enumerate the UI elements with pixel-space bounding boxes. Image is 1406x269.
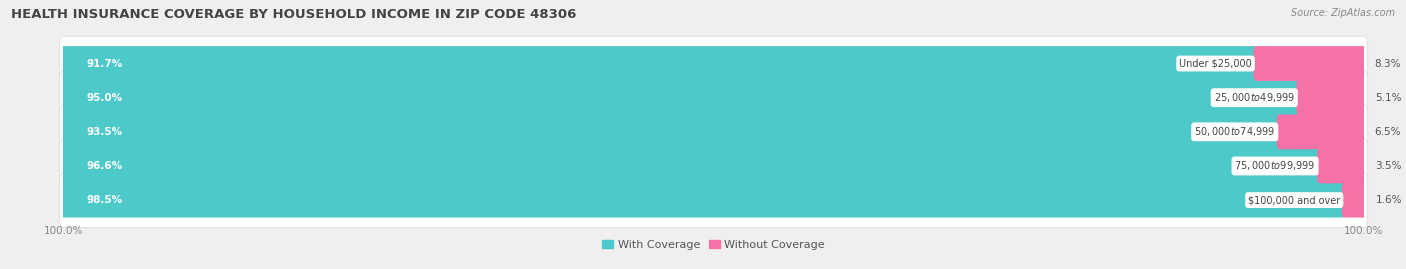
FancyBboxPatch shape xyxy=(60,80,1302,115)
Text: Under $25,000: Under $25,000 xyxy=(1180,59,1251,69)
Text: 3.5%: 3.5% xyxy=(1375,161,1402,171)
FancyBboxPatch shape xyxy=(59,70,1368,125)
FancyBboxPatch shape xyxy=(59,36,1368,91)
Text: 5.1%: 5.1% xyxy=(1375,93,1402,103)
FancyBboxPatch shape xyxy=(59,139,1368,193)
Text: 96.6%: 96.6% xyxy=(87,161,122,171)
FancyBboxPatch shape xyxy=(1296,80,1368,115)
Text: 95.0%: 95.0% xyxy=(87,93,122,103)
Text: 91.7%: 91.7% xyxy=(87,59,122,69)
FancyBboxPatch shape xyxy=(59,173,1368,227)
FancyBboxPatch shape xyxy=(1317,148,1368,183)
FancyBboxPatch shape xyxy=(1277,114,1367,149)
Text: HEALTH INSURANCE COVERAGE BY HOUSEHOLD INCOME IN ZIP CODE 48306: HEALTH INSURANCE COVERAGE BY HOUSEHOLD I… xyxy=(11,8,576,21)
Text: $50,000 to $74,999: $50,000 to $74,999 xyxy=(1194,125,1275,138)
Text: Source: ZipAtlas.com: Source: ZipAtlas.com xyxy=(1291,8,1395,18)
Text: 98.5%: 98.5% xyxy=(87,195,122,205)
Text: $25,000 to $49,999: $25,000 to $49,999 xyxy=(1213,91,1295,104)
FancyBboxPatch shape xyxy=(1253,46,1367,81)
Text: 8.3%: 8.3% xyxy=(1374,59,1400,69)
FancyBboxPatch shape xyxy=(60,183,1347,218)
Text: 6.5%: 6.5% xyxy=(1374,127,1400,137)
Legend: With Coverage, Without Coverage: With Coverage, Without Coverage xyxy=(598,235,830,254)
FancyBboxPatch shape xyxy=(60,114,1282,149)
Text: 93.5%: 93.5% xyxy=(87,127,122,137)
Text: $100,000 and over: $100,000 and over xyxy=(1249,195,1340,205)
FancyBboxPatch shape xyxy=(60,148,1322,183)
FancyBboxPatch shape xyxy=(1341,183,1368,218)
Text: 1.6%: 1.6% xyxy=(1375,195,1402,205)
FancyBboxPatch shape xyxy=(59,104,1368,159)
Text: $75,000 to $99,999: $75,000 to $99,999 xyxy=(1234,160,1316,172)
FancyBboxPatch shape xyxy=(60,46,1258,81)
